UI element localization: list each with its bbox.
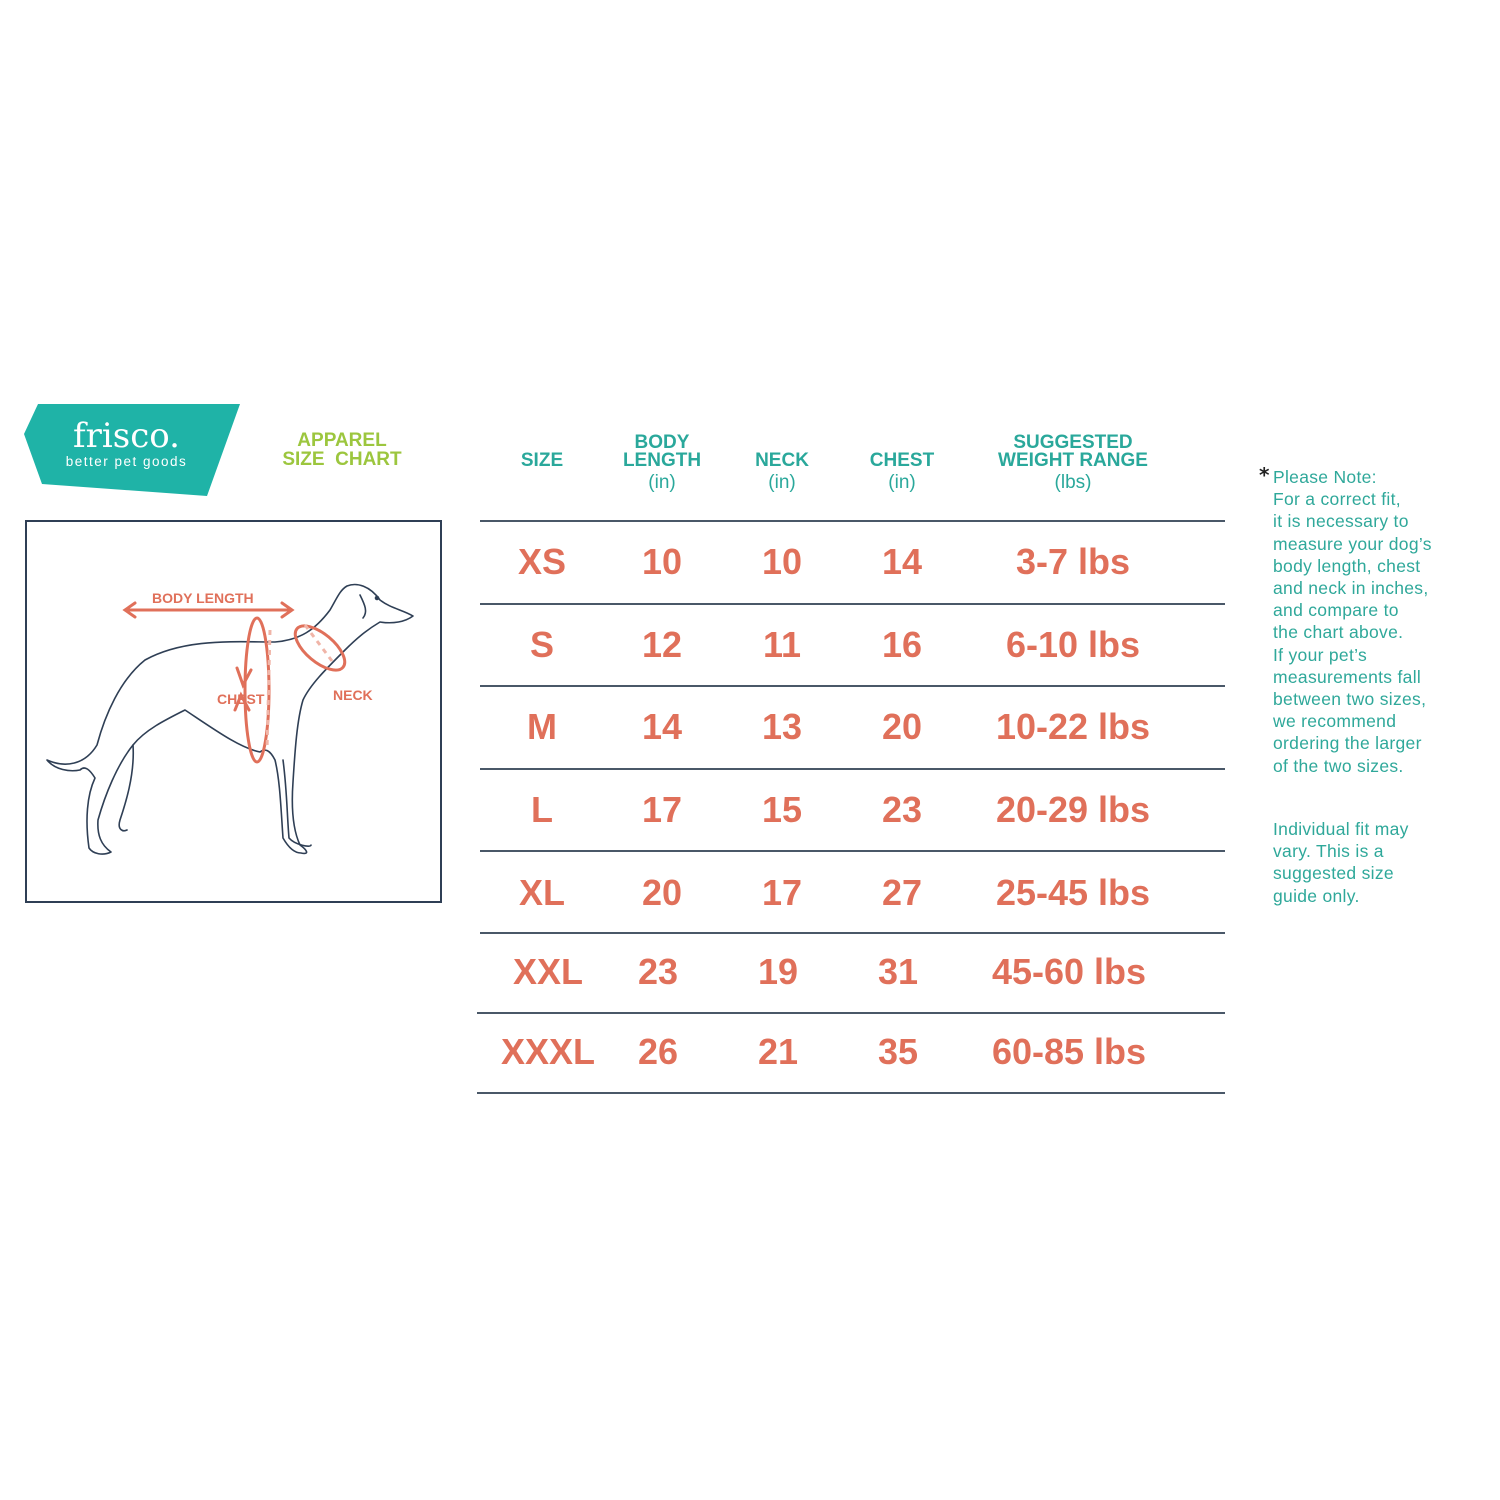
table-cell: 20 <box>641 872 683 913</box>
title-line-1: APPAREL <box>297 430 387 451</box>
title-line-2: SIZE CHART <box>282 449 402 470</box>
note-line: If your pet’s <box>1273 644 1368 665</box>
brand-tagline: better pet goods <box>65 454 188 469</box>
table-cell: S <box>529 624 555 665</box>
table-cell: 17 <box>641 789 683 830</box>
table-cell: M <box>527 706 557 747</box>
table-cell: XXL <box>512 951 584 992</box>
column-header: NECK (in) <box>755 450 809 493</box>
note-line: Please Note: <box>1273 467 1377 487</box>
page-title: APPAREL SIZE CHART <box>262 431 422 469</box>
table-cell: 19 <box>757 951 799 992</box>
note-line: the chart above. <box>1273 622 1404 643</box>
column-header-label: SUGGESTED WEIGHT RANGE <box>998 432 1148 471</box>
table-cell: XL <box>518 872 566 913</box>
table-cell: 17 <box>761 872 803 913</box>
table-cell: 20 <box>881 706 923 747</box>
row-divider <box>480 850 1225 852</box>
column-header: BODY LENGTH (in) <box>622 432 702 493</box>
note-line: measure your dog’s <box>1273 533 1432 554</box>
table-cell: L <box>531 789 553 830</box>
table-cell: 13 <box>761 706 803 747</box>
table-cell: XS <box>517 541 567 582</box>
please-note: Please Note: For a correct fit, it is nece… <box>1273 466 1493 777</box>
column-header: SUGGESTED WEIGHT RANGE (lbs) <box>998 432 1148 493</box>
table-cell: 60-85 lbs <box>991 1031 1147 1072</box>
column-header-label: BODY LENGTH <box>622 432 702 471</box>
note-line: body length, chest <box>1273 555 1421 576</box>
column-header: SIZE <box>520 450 564 471</box>
table-cell: 31 <box>877 951 919 992</box>
column-header-unit: (in) <box>768 472 796 493</box>
disclaimer-line: vary. This is a <box>1273 841 1384 862</box>
row-divider <box>480 520 1225 522</box>
table-cell: 14 <box>881 541 923 582</box>
asterisk: * <box>1259 463 1270 487</box>
table-cell: 12 <box>641 624 683 665</box>
table-cell: 25-45 lbs <box>995 872 1151 913</box>
note-line: For a correct fit, <box>1273 489 1401 510</box>
column-header-label: SIZE <box>520 450 564 471</box>
table-cell: 10 <box>761 541 803 582</box>
note-line: ordering the larger <box>1273 733 1422 754</box>
table-cell: 6-10 lbs <box>1005 624 1141 665</box>
row-divider <box>477 1092 1225 1094</box>
note-line: we recommend <box>1273 711 1397 732</box>
table-cell: 27 <box>881 872 923 913</box>
table-cell: 35 <box>877 1031 919 1072</box>
measurement-diagram: BODY LENGTH CHEST NECK <box>25 520 442 903</box>
table-cell: 23 <box>881 789 923 830</box>
disclaimer: Individual fit may vary. This is a suggest… <box>1273 818 1493 907</box>
table-cell: 21 <box>757 1031 799 1072</box>
note-line: of the two sizes. <box>1273 755 1404 776</box>
table-cell: 45-60 lbs <box>991 951 1147 992</box>
note-line: it is necessary to <box>1273 511 1409 532</box>
chest-label: CHEST <box>217 691 265 707</box>
table-cell: 16 <box>881 624 923 665</box>
row-divider <box>480 685 1225 687</box>
row-divider <box>480 932 1225 934</box>
table-cell: 10-22 lbs <box>995 706 1151 747</box>
column-header-label: NECK <box>755 450 809 471</box>
column-header-unit: (in) <box>888 472 916 493</box>
note-line: and neck in inches, <box>1273 578 1429 599</box>
note-line: between two sizes, <box>1273 689 1427 710</box>
column-header-unit: (lbs) <box>1054 472 1092 493</box>
note-line: measurements fall <box>1273 666 1422 687</box>
row-divider <box>480 768 1225 770</box>
table-cell: 3-7 lbs <box>1015 541 1131 582</box>
table-cell: 20-29 lbs <box>995 789 1151 830</box>
table-cell: 14 <box>641 706 683 747</box>
table-cell: 26 <box>637 1031 679 1072</box>
disclaimer-line: guide only. <box>1273 885 1360 906</box>
neck-label: NECK <box>333 687 373 703</box>
table-cell: 11 <box>762 624 802 665</box>
column-header-label: CHEST <box>869 450 935 471</box>
column-header: CHEST (in) <box>869 450 935 493</box>
body-length-label: BODY LENGTH <box>152 590 254 606</box>
table-cell: XXXL <box>500 1031 596 1072</box>
row-divider <box>477 1012 1225 1014</box>
row-divider <box>480 603 1225 605</box>
table-cell: 23 <box>637 951 679 992</box>
brand-name: frisco. <box>73 416 180 456</box>
disclaimer-line: Individual fit may <box>1273 819 1409 839</box>
column-header-unit: (in) <box>648 472 676 493</box>
table-cell: 15 <box>761 789 803 830</box>
brand-logo: frisco. better pet goods <box>24 404 242 496</box>
note-line: and compare to <box>1273 600 1399 621</box>
dog-illustration <box>46 583 414 855</box>
disclaimer-line: suggested size <box>1273 863 1394 884</box>
table-cell: 10 <box>641 541 683 582</box>
